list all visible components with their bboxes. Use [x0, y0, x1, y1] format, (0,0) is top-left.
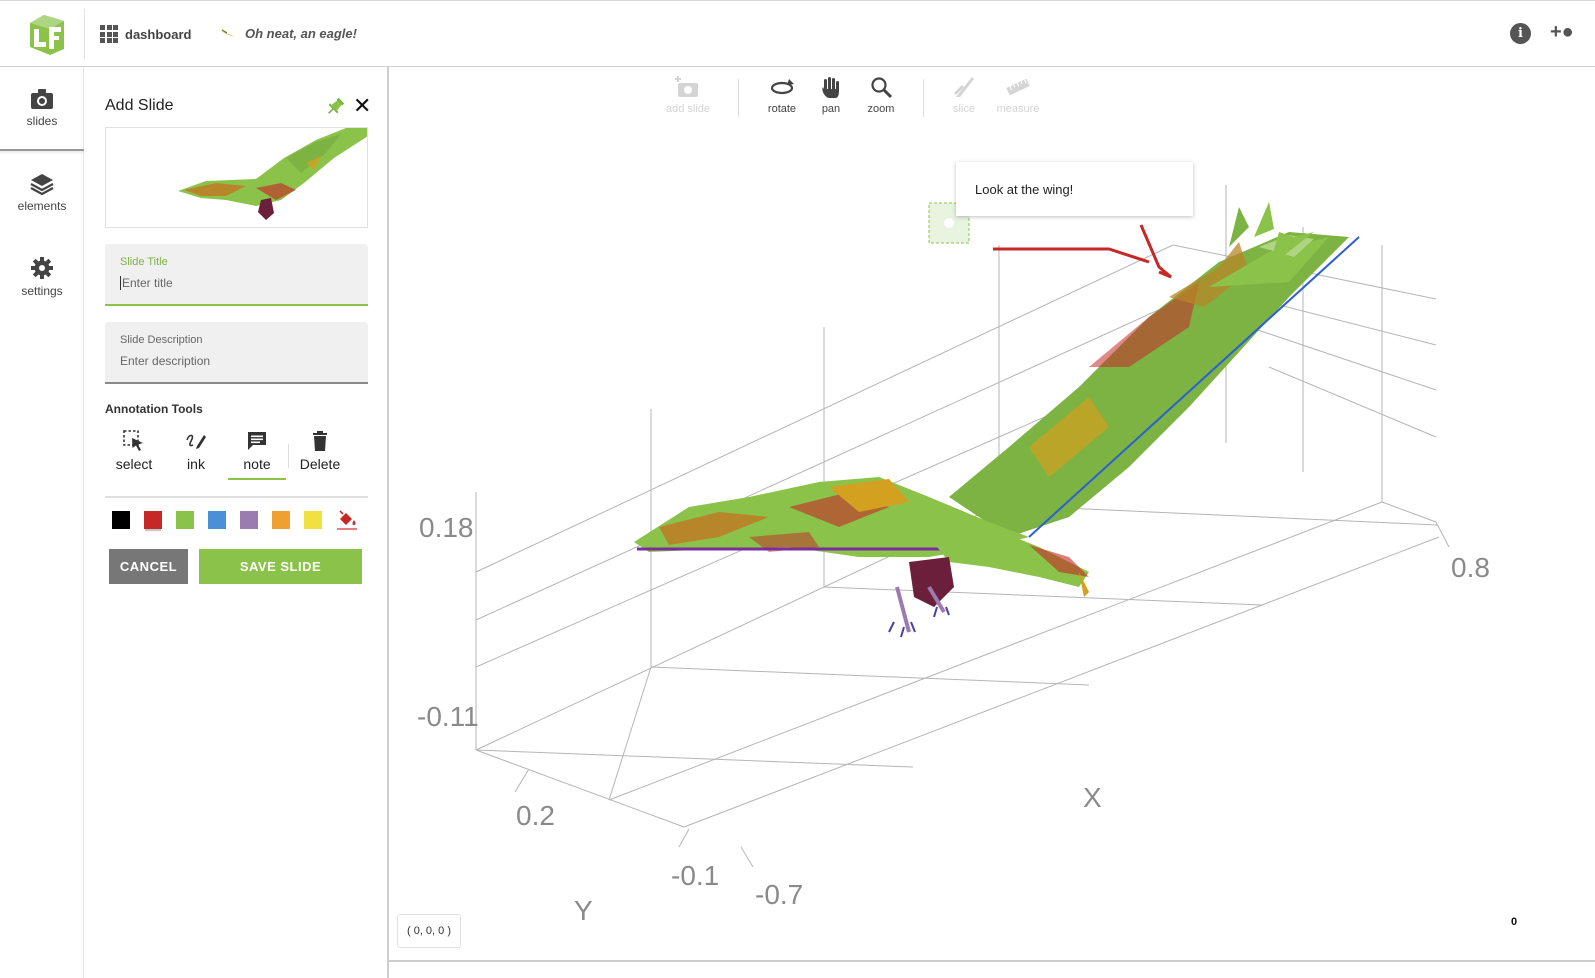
toolbar-slice: slice	[934, 75, 994, 115]
tool-note[interactable]: note	[228, 430, 286, 480]
eagle-thumbnail-image	[178, 128, 367, 220]
rotate-icon	[770, 79, 794, 95]
toolbar-measure: measure	[988, 75, 1048, 115]
fill-color-icon[interactable]	[336, 509, 358, 531]
color-swatch-orange[interactable]	[272, 511, 290, 529]
rail-slides-label: slides	[26, 114, 58, 128]
color-swatch-black[interactable]	[112, 511, 130, 529]
slide-title-field[interactable]: Slide Title	[105, 244, 368, 306]
z-tick-label: -0.11	[417, 701, 479, 732]
apps-grid-icon	[100, 25, 118, 43]
viewer-bottom-border	[389, 960, 1595, 962]
topbar-divider	[84, 9, 85, 59]
gear-icon	[31, 257, 53, 279]
tool-select-label: select	[115, 456, 153, 472]
color-swatch-green[interactable]	[176, 511, 194, 529]
slide-title-input[interactable]	[120, 276, 350, 290]
save-slide-button[interactable]: SAVE SLIDE	[199, 549, 362, 584]
eagle-icon	[220, 28, 236, 37]
color-swatch-red[interactable]	[144, 511, 162, 529]
slide-thumbnail	[105, 127, 368, 228]
color-swatch-yellow[interactable]	[304, 511, 322, 529]
toolbar-pan-label: pan	[821, 103, 841, 115]
trash-icon	[313, 431, 327, 451]
slide-description-input[interactable]	[120, 354, 350, 368]
note-icon	[248, 432, 266, 450]
slide-title-label: Slide Title	[120, 256, 168, 268]
cancel-button[interactable]: CANCEL	[109, 549, 188, 584]
tool-note-label: note	[243, 456, 271, 472]
select-icon	[123, 430, 143, 451]
tool-ink[interactable]: ink	[167, 430, 225, 480]
slide-counter: 0	[1511, 916, 1518, 928]
panel-title: Add Slide	[105, 97, 174, 114]
tool-delete[interactable]: Delete	[291, 430, 349, 480]
project-title: Oh neat, an eagle!	[219, 26, 357, 41]
tool-ink-label: ink	[187, 456, 205, 472]
x-tick-label: -0.7	[755, 879, 803, 910]
note-text: Look at the wing!	[975, 182, 1074, 197]
tool-delete-label: Delete	[299, 456, 341, 472]
slice-icon	[954, 77, 974, 97]
z-tick-label: 0.18	[419, 512, 474, 543]
toolbar-divider	[923, 79, 924, 117]
camera-icon	[31, 89, 53, 109]
y-tick-label: 0.2	[516, 800, 555, 831]
lf-logo[interactable]	[24, 13, 68, 55]
toolbar-pan[interactable]: pan	[801, 75, 861, 115]
toolbar-add-slide-label: add slide	[665, 103, 711, 115]
dashboard-label: dashboard	[125, 26, 192, 42]
tool-select[interactable]: select	[105, 430, 163, 480]
left-rail: slides elements settings	[0, 67, 84, 978]
toolbar-zoom-label: zoom	[867, 103, 895, 115]
toolbar-rotate[interactable]: rotate	[752, 75, 812, 115]
rail-item-slides[interactable]: slides	[0, 67, 84, 151]
coordinates-readout: ( 0, 0, 0 )	[397, 914, 461, 948]
rail-item-elements[interactable]: elements	[0, 151, 84, 235]
color-swatch-blue[interactable]	[208, 511, 226, 529]
hand-icon	[822, 77, 839, 98]
toolbar-slice-label: slice	[952, 103, 975, 115]
y-axis-label: Y	[574, 895, 593, 926]
toolbar-rotate-label: rotate	[767, 103, 797, 115]
rail-settings-label: settings	[21, 284, 63, 298]
scene-canvas[interactable]: 0.18 -0.11 0.2 -0.1 -0.7 0.8 X Y	[389, 67, 1595, 960]
x-axis-label: X	[1083, 782, 1102, 813]
magnifier-icon	[871, 77, 893, 99]
info-icon[interactable]: i	[1510, 23, 1531, 44]
toolbar-measure-label: measure	[996, 103, 1040, 115]
rail-elements-label: elements	[17, 199, 67, 213]
dashboard-link[interactable]: dashboard	[100, 25, 191, 43]
pin-icon[interactable]	[325, 97, 345, 117]
note-popup[interactable]: Look at the wing!	[956, 162, 1193, 216]
toolbar-add-slide: add slide	[658, 75, 718, 115]
color-swatch-purple[interactable]	[240, 511, 258, 529]
slide-description-field[interactable]: Slide Description	[105, 322, 368, 384]
toolbar-zoom[interactable]: zoom	[851, 75, 911, 115]
ink-icon	[186, 434, 206, 449]
add-user-icon[interactable]: +●	[1550, 21, 1574, 43]
project-title-text: Oh neat, an eagle!	[245, 26, 357, 41]
slide-description-label: Slide Description	[120, 334, 203, 346]
add-camera-icon	[675, 76, 698, 97]
ink-annotation[interactable]	[993, 224, 1172, 279]
toolbar-divider	[738, 79, 739, 117]
rail-item-settings[interactable]: settings	[0, 235, 84, 319]
annotation-tools: select ink note Delete	[105, 430, 368, 498]
annotation-tools-label: Annotation Tools	[105, 402, 203, 416]
y-tick-label: -0.1	[671, 860, 719, 891]
3d-viewer[interactable]: 0.18 -0.11 0.2 -0.1 -0.7 0.8 X Y	[389, 67, 1595, 960]
x-tick-label: 0.8	[1451, 552, 1490, 583]
ruler-icon	[1006, 78, 1030, 96]
add-slide-panel: Add Slide ✕ Slide Title Slide Descriptio…	[84, 67, 389, 978]
eagle-model[interactable]	[634, 202, 1360, 638]
top-bar: dashboard Oh neat, an eagle! i +●	[0, 0, 1595, 67]
tools-divider	[288, 444, 289, 468]
close-icon[interactable]: ✕	[353, 93, 372, 118]
layers-icon	[30, 174, 54, 195]
